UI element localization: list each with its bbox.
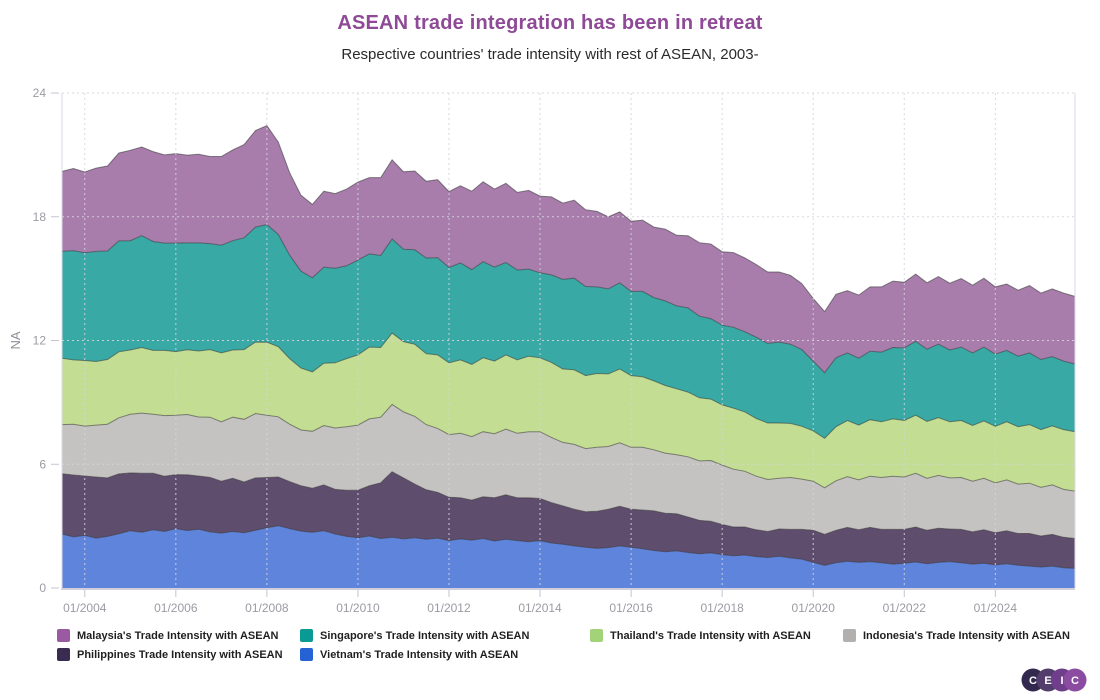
chart-title: ASEAN trade integration has been in retr… bbox=[337, 12, 763, 34]
legend-label-vietnam: Vietnam's Trade Intensity with ASEAN bbox=[320, 648, 519, 661]
area-band-outline bbox=[61, 332, 1076, 439]
chart-subtitle: Respective countries' trade intensity wi… bbox=[341, 46, 759, 63]
area-band-5 bbox=[62, 471, 1075, 569]
area-band-outline bbox=[61, 525, 1076, 569]
legend-label-indonesia: Indonesia's Trade Intensity with ASEAN bbox=[863, 629, 1070, 642]
x-tick-label: 01/2024 bbox=[974, 601, 1018, 615]
x-tick-label: 01/2022 bbox=[883, 601, 927, 615]
legend-item-indonesia[interactable]: Indonesia's Trade Intensity with ASEAN bbox=[843, 629, 1070, 642]
legend-swatch-vietnam bbox=[300, 648, 313, 661]
logo-letter-c1: C bbox=[1029, 675, 1037, 687]
legend-swatch-thailand bbox=[590, 629, 603, 642]
legend-label-singapore: Singapore's Trade Intensity with ASEAN bbox=[320, 629, 530, 642]
y-tick-label: 6 bbox=[39, 457, 46, 471]
area-band-1 bbox=[62, 125, 1075, 373]
legend-item-thailand[interactable]: Thailand's Trade Intensity with ASEAN bbox=[590, 629, 811, 642]
logo-letter-c2: C bbox=[1071, 675, 1079, 687]
area-band-outline bbox=[61, 471, 1076, 539]
x-tick-label: 01/2004 bbox=[63, 601, 107, 615]
area-band-outline bbox=[61, 224, 1076, 374]
area-band-outline bbox=[61, 124, 1076, 313]
legend-swatch-philippines bbox=[57, 648, 70, 661]
ceic-logo: C E I C bbox=[1021, 668, 1087, 692]
legend-label-thailand: Thailand's Trade Intensity with ASEAN bbox=[610, 629, 811, 642]
legend-label-malaysia: Malaysia's Trade Intensity with ASEAN bbox=[77, 629, 279, 642]
x-tick-label: 01/2016 bbox=[609, 601, 653, 615]
y-tick-label: 24 bbox=[33, 86, 47, 100]
y-tick-label: 0 bbox=[39, 581, 46, 595]
area-band-6 bbox=[62, 525, 1075, 588]
legend-item-vietnam[interactable]: Vietnam's Trade Intensity with ASEAN bbox=[300, 648, 518, 661]
legend-item-malaysia[interactable]: Malaysia's Trade Intensity with ASEAN bbox=[57, 629, 279, 642]
x-tick-label: 01/2006 bbox=[154, 601, 198, 615]
area-band-outline bbox=[61, 403, 1076, 492]
legend-swatch-malaysia bbox=[57, 629, 70, 642]
y-axis-title: NA bbox=[8, 331, 23, 349]
area-band-3 bbox=[62, 333, 1075, 492]
legend-item-philippines[interactable]: Philippines Trade Intensity with ASEAN bbox=[57, 648, 283, 661]
x-tick-label: 01/2018 bbox=[700, 601, 744, 615]
logo-circle bbox=[1063, 668, 1087, 692]
legend-swatch-singapore bbox=[300, 629, 313, 642]
legend-label-philippines: Philippines Trade Intensity with ASEAN bbox=[77, 648, 283, 661]
y-tick-label: 18 bbox=[33, 210, 47, 224]
legend-swatch-indonesia bbox=[843, 629, 856, 642]
area-band-4 bbox=[62, 404, 1075, 539]
logo-letter-i: I bbox=[1060, 675, 1063, 687]
x-tick-label: 01/2010 bbox=[336, 601, 380, 615]
area-band-2 bbox=[62, 224, 1075, 439]
x-tick-label: 01/2014 bbox=[518, 601, 562, 615]
y-tick-label: 12 bbox=[33, 334, 47, 348]
x-tick-label: 01/2020 bbox=[792, 601, 836, 615]
x-tick-label: 01/2012 bbox=[427, 601, 471, 615]
x-tick-label: 01/2008 bbox=[245, 601, 289, 615]
legend-item-singapore[interactable]: Singapore's Trade Intensity with ASEAN bbox=[300, 629, 529, 642]
logo-letter-e: E bbox=[1044, 675, 1051, 687]
